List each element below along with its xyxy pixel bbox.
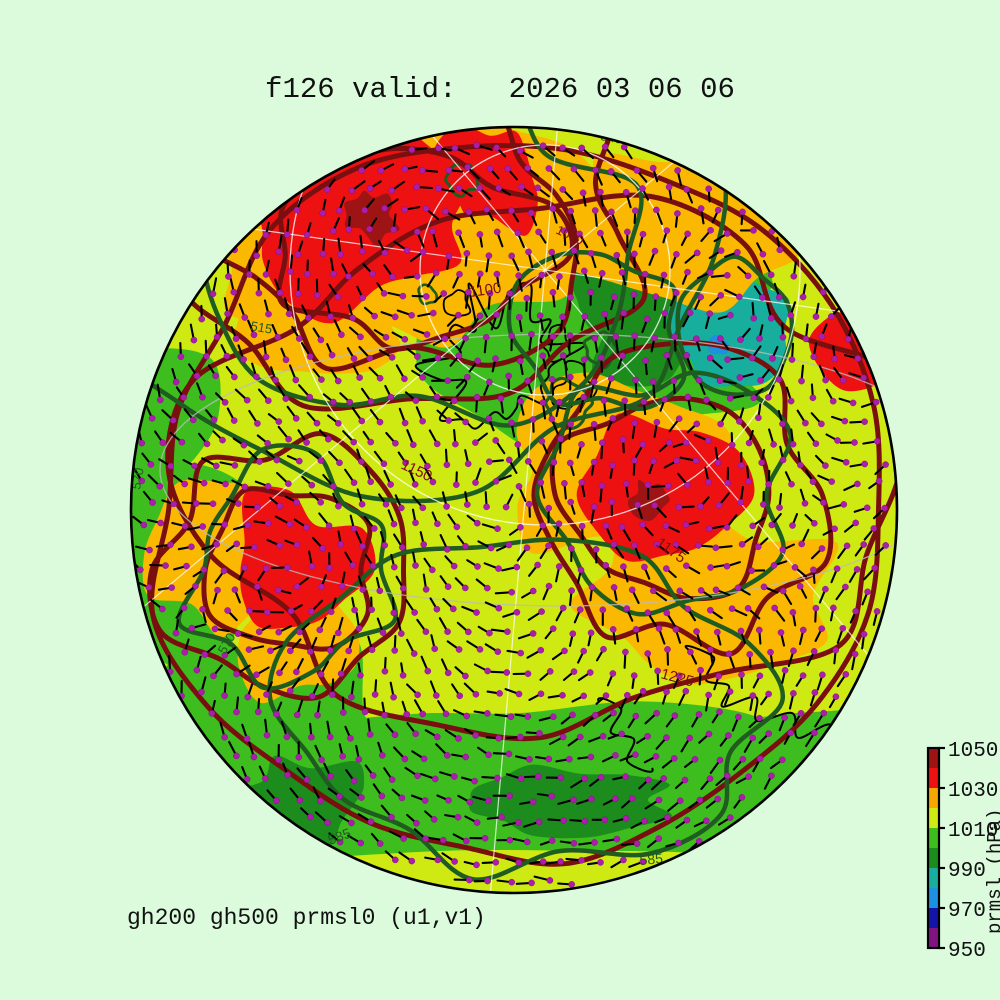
svg-text:1050: 1050	[948, 740, 998, 763]
svg-text:950: 950	[948, 940, 986, 963]
svg-text:990: 990	[948, 860, 986, 883]
svg-text:prmsl (hPa): prmsl (hPa)	[984, 809, 1000, 934]
svg-text:1030: 1030	[948, 780, 998, 803]
svg-text:970: 970	[948, 900, 986, 923]
